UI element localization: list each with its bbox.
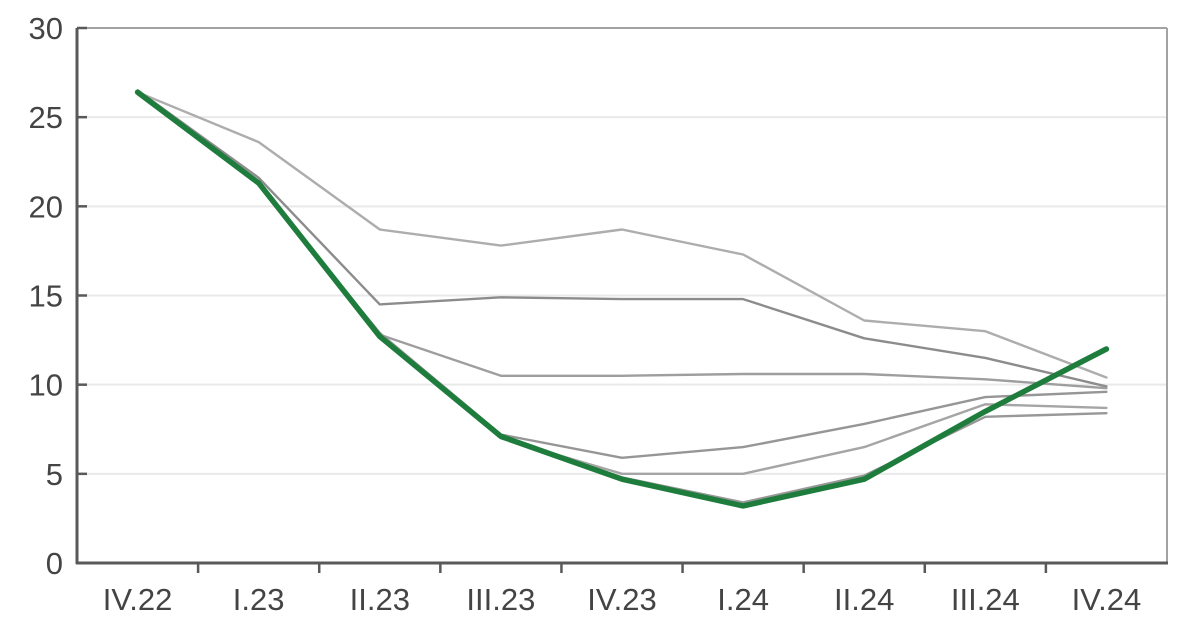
y-axis-tick-label: 10 — [29, 368, 63, 403]
x-axis-tick-label: I.24 — [717, 582, 769, 617]
x-axis-tick-label: II.24 — [834, 582, 894, 617]
y-axis-tick-label: 15 — [29, 279, 63, 314]
x-axis-tick-label: III.24 — [951, 582, 1020, 617]
y-axis-tick-label: 0 — [46, 546, 63, 581]
x-axis-tick-label: IV.24 — [1072, 582, 1142, 617]
x-axis-tick-label: II.23 — [350, 582, 410, 617]
series-1-line — [136, 90, 1108, 379]
x-axis-tick-label: IV.22 — [103, 582, 173, 617]
series-5-line — [136, 90, 1108, 475]
x-axis-tick-label: III.23 — [466, 582, 535, 617]
y-axis-tick-label: 5 — [46, 457, 63, 492]
x-axis-tick-label: IV.23 — [587, 582, 657, 617]
series-2-line — [136, 89, 1108, 388]
highlighted-series-line — [134, 89, 1110, 509]
y-axis-tick-label: 25 — [29, 100, 63, 135]
series-4-line — [136, 92, 1108, 459]
y-axis-tick-label: 20 — [29, 189, 63, 224]
x-axis-tick-label: I.23 — [233, 582, 285, 617]
series-3-line — [136, 90, 1108, 390]
y-axis-tick-label: 30 — [29, 11, 63, 46]
